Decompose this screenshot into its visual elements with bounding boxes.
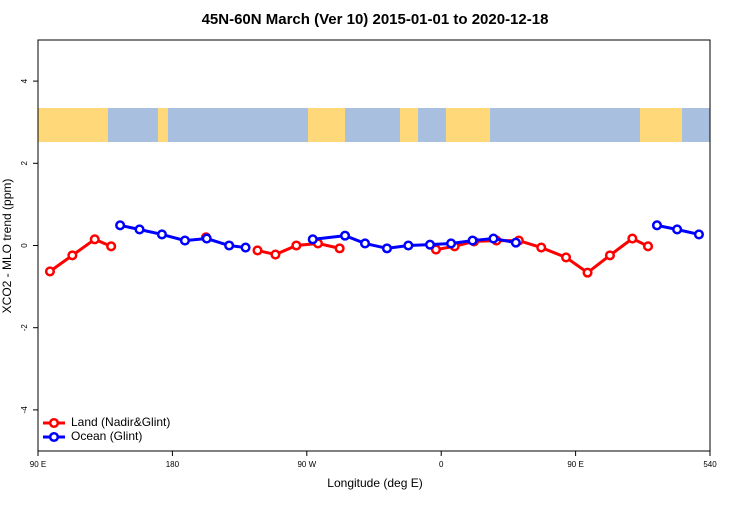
- marker: [44, 266, 55, 277]
- marker: [339, 230, 351, 241]
- marker: [252, 245, 263, 256]
- y-axis-label: XCO2 - MLO trend (ppm): [0, 179, 14, 314]
- legend-marker: [48, 431, 60, 443]
- marker: [467, 235, 478, 246]
- marker: [67, 250, 78, 261]
- y-tick-label: -2: [20, 324, 29, 332]
- y-tick-label: -4: [20, 406, 29, 414]
- x-tick-label: 90 E: [567, 460, 583, 469]
- marker: [642, 241, 654, 252]
- legend-label: Ocean (Glint): [71, 429, 142, 443]
- marker: [201, 233, 212, 244]
- marker: [179, 235, 190, 246]
- y-tick-label: 4: [20, 78, 29, 83]
- marker: [115, 220, 126, 231]
- marker: [89, 234, 100, 245]
- marker: [359, 238, 371, 249]
- marker: [240, 242, 251, 253]
- marker: [693, 229, 704, 240]
- marker: [651, 220, 663, 231]
- marker: [334, 243, 345, 254]
- marker: [672, 224, 683, 235]
- marker: [536, 242, 547, 253]
- marker: [560, 252, 572, 263]
- map-band: [38, 108, 710, 142]
- marker: [156, 229, 167, 240]
- marker: [403, 240, 414, 251]
- x-axis-label: Longitude (deg E): [327, 476, 422, 490]
- legend-marker: [48, 417, 60, 429]
- x-tick-label: 540: [703, 460, 717, 469]
- x-tick-label: 90 E: [30, 460, 46, 469]
- marker: [582, 267, 593, 278]
- marker: [291, 240, 302, 251]
- marker: [224, 240, 235, 251]
- marker: [270, 249, 281, 260]
- legend-label: Land (Nadir&Glint): [71, 415, 170, 429]
- marker: [134, 224, 145, 235]
- marker: [604, 250, 615, 261]
- marker: [381, 243, 393, 254]
- marker: [627, 233, 638, 244]
- marker: [510, 237, 521, 248]
- marker: [307, 234, 318, 245]
- x-tick-label: 90 W: [297, 460, 316, 469]
- marker: [106, 241, 117, 252]
- y-tick-label: 0: [20, 243, 29, 248]
- marker: [488, 233, 499, 244]
- chart-title: 45N-60N March (Ver 10) 2015-01-01 to 202…: [202, 11, 549, 28]
- marker: [446, 238, 457, 249]
- line: [49, 236, 649, 275]
- y-tick-label: 2: [20, 161, 29, 166]
- x-tick-label: 0: [439, 460, 444, 469]
- marker: [424, 239, 436, 250]
- x-tick-label: 180: [166, 460, 180, 469]
